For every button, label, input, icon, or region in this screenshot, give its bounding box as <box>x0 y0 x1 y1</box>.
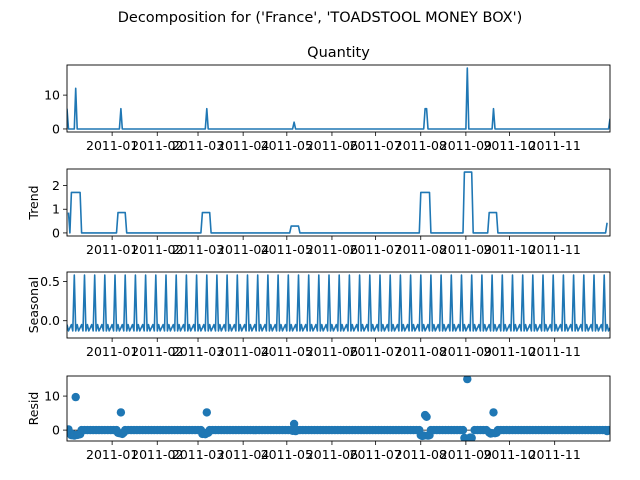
figure-suptitle: Decomposition for ('France', 'TOADSTOOL … <box>118 10 523 26</box>
x-tick-label: 2011-05 <box>261 242 313 257</box>
resid-point <box>422 412 431 421</box>
resid-point <box>67 425 72 435</box>
resid-point <box>467 433 476 441</box>
panel-1: 0102011-012011-022011-032011-042011-0520… <box>44 64 611 153</box>
x-tick-label: 2011-04 <box>217 138 269 153</box>
x-tick-label: 2011-01 <box>86 242 138 257</box>
y-axis-label: Seasonal <box>26 277 41 334</box>
x-tick-label: 2011-02 <box>131 447 183 462</box>
x-tick-label: 2011-07 <box>350 138 402 153</box>
x-tick-label: 2011-06 <box>306 447 358 462</box>
x-tick-label: 2011-01 <box>86 138 138 153</box>
x-tick-label: 2011-05 <box>261 447 313 462</box>
resid-point <box>196 425 206 435</box>
x-tick-label: 2011-09 <box>440 447 492 462</box>
y-tick-label: 0 <box>52 121 60 136</box>
resid-point <box>415 425 424 435</box>
resid-point <box>202 408 211 417</box>
y-tick-label: 10 <box>44 389 60 404</box>
x-tick-label: 2011-03 <box>172 344 224 359</box>
x-tick-label: 2011-10 <box>483 242 535 257</box>
y-tick-label: 0.5 <box>40 274 60 289</box>
panel-3-data <box>67 274 610 332</box>
resid-point <box>458 425 468 435</box>
x-tick-label: 2011-02 <box>131 138 183 153</box>
y-tick-label: 2 <box>52 178 60 193</box>
resid-point <box>482 425 491 435</box>
axes-frame <box>66 271 611 339</box>
x-tick-label: 2011-06 <box>306 344 358 359</box>
x-tick-label: 2011-04 <box>217 447 269 462</box>
x-tick-label: 2011-07 <box>350 447 402 462</box>
x-tick-label: 2011-06 <box>306 138 358 153</box>
x-tick-label: 2011-03 <box>172 242 224 257</box>
x-tick-label: 2011-06 <box>306 242 358 257</box>
x-tick-label: 2011-01 <box>86 447 138 462</box>
seasonal-line <box>67 274 610 332</box>
series-line <box>67 171 608 234</box>
x-tick-label: 2011-08 <box>395 344 447 359</box>
x-tick-label: 2011-04 <box>217 242 269 257</box>
x-tick-label: 2011-10 <box>483 447 535 462</box>
x-tick-label: 2011-07 <box>350 344 402 359</box>
x-tick-label: 2011-09 <box>440 242 492 257</box>
axes-frame <box>66 168 611 237</box>
x-tick-label: 2011-11 <box>529 344 581 359</box>
x-tick-label: 2011-08 <box>395 447 447 462</box>
y-tick-label: 0.0 <box>40 313 60 328</box>
y-tick-label: 10 <box>44 88 60 103</box>
resid-point <box>112 425 121 435</box>
panel-1-data <box>67 67 610 130</box>
x-tick-label: 2011-04 <box>217 344 269 359</box>
x-tick-label: 2011-10 <box>483 344 535 359</box>
resid-point <box>116 408 126 417</box>
x-tick-label: 2011-07 <box>350 242 402 257</box>
y-tick-label: 1 <box>52 202 60 217</box>
y-axis-label: Resid <box>26 392 41 426</box>
resid-point <box>463 376 472 384</box>
x-tick-label: 2011-02 <box>131 242 183 257</box>
x-tick-label: 2011-05 <box>261 138 313 153</box>
axes-frame <box>66 375 611 442</box>
series-line <box>67 67 610 130</box>
panel-2-data <box>67 171 608 234</box>
resid-point <box>604 425 610 435</box>
x-tick-label: 2011-03 <box>172 447 224 462</box>
x-tick-label: 2011-09 <box>440 138 492 153</box>
y-tick-label: 0 <box>52 225 60 240</box>
x-tick-label: 2011-11 <box>529 138 581 153</box>
x-tick-label: 2011-10 <box>483 138 535 153</box>
x-tick-label: 2011-03 <box>172 138 224 153</box>
x-tick-label: 2011-11 <box>529 447 581 462</box>
panel-2: 0122011-012011-022011-032011-042011-0520… <box>26 168 611 257</box>
x-tick-label: 2011-08 <box>395 242 447 257</box>
x-tick-label: 2011-01 <box>86 344 138 359</box>
x-tick-label: 2011-08 <box>395 138 447 153</box>
resid-point <box>71 392 80 402</box>
axes-frame <box>66 64 611 133</box>
y-tick-label: 0 <box>52 423 60 438</box>
resid-point <box>287 425 296 435</box>
y-axis-label: Trend <box>26 185 41 220</box>
panel-4: 0102011-012011-022011-032011-042011-0520… <box>26 375 611 462</box>
panel-4-data <box>67 376 610 441</box>
x-tick-label: 2011-02 <box>131 344 183 359</box>
panel-3: 0.00.52011-012011-022011-032011-042011-0… <box>26 271 611 359</box>
resid-point <box>489 408 498 417</box>
x-tick-label: 2011-05 <box>261 344 313 359</box>
x-tick-label: 2011-09 <box>440 344 492 359</box>
x-tick-label: 2011-11 <box>529 242 581 257</box>
panel-1-title: Quantity <box>307 45 370 61</box>
